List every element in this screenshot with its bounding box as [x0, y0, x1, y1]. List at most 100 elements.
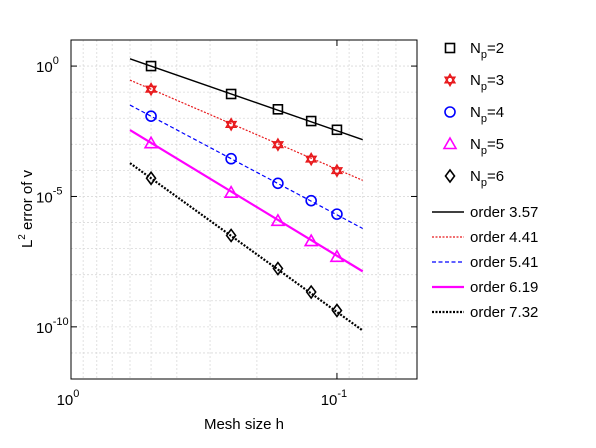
data-point-np4 — [305, 194, 317, 207]
legend-marker-np3-tri-down — [443, 76, 457, 88]
legend-label-main: N — [470, 136, 481, 153]
data-point-np6 — [305, 284, 317, 300]
data-point-np4 — [331, 208, 343, 220]
fit-line-5 — [129, 162, 364, 332]
data-point-np6 — [331, 303, 343, 318]
data-point-np6 — [145, 170, 157, 186]
legend-label-np4: Np=4 — [470, 104, 504, 125]
y-tick-label-base: 10 — [36, 59, 53, 76]
fit-line-1 — [129, 58, 363, 141]
legend-label-np3: Np=3 — [470, 72, 504, 93]
legend-label-main: N — [470, 40, 481, 57]
data-point-np3 — [224, 117, 238, 132]
legend-label-suffix: =6 — [487, 168, 504, 185]
data-point-np4 — [145, 110, 157, 122]
y-tick-label-exp: -5 — [53, 185, 63, 197]
data-point-np4 — [225, 152, 237, 165]
fit-lines — [129, 58, 364, 332]
y-tick-label: 10-5 — [36, 185, 62, 206]
data-point-np2 — [272, 104, 284, 115]
fit-line-2 — [129, 79, 363, 181]
legend-label-main: N — [470, 72, 481, 89]
data-point-np5 — [303, 233, 319, 247]
legend-label-sub: p — [481, 177, 487, 189]
fit-line-4 — [129, 129, 364, 273]
data-point-np5 — [143, 135, 159, 149]
data-point-np5 — [223, 185, 239, 198]
x-tick-label: 10-1 — [321, 388, 347, 409]
legend-label-main: N — [470, 104, 481, 121]
legend-fit-label-4: order 6.19 — [470, 279, 538, 296]
legend-label-suffix: =3 — [487, 72, 504, 89]
legend-label-sub: p — [481, 49, 487, 61]
x-axis-label: Mesh size h — [204, 416, 284, 433]
grid — [71, 40, 417, 379]
legend-label-suffix: =4 — [487, 104, 504, 121]
data-point-np3-tri-down — [144, 85, 158, 97]
y-axis-label-base: L — [19, 240, 36, 248]
data-point-np2 — [225, 88, 237, 100]
y-tick-label: 100 — [36, 55, 59, 76]
data-point-np4 — [272, 177, 284, 190]
data-point-np2 — [305, 115, 317, 127]
x-tick-label-base: 10 — [321, 392, 338, 409]
y-tick-label-base: 10 — [36, 320, 53, 337]
y-tick-label: 10-10 — [36, 316, 69, 337]
data-point-np3 — [330, 163, 344, 178]
data-point-np3 — [144, 82, 158, 97]
legend-fit-label-1: order 3.57 — [470, 204, 538, 221]
data-point-np3 — [271, 137, 285, 152]
data-point-np5 — [270, 213, 286, 227]
x-tick-label: 100 — [57, 388, 80, 409]
data-point-np3-tri-up — [144, 82, 158, 93]
legend-label-suffix: =2 — [487, 40, 504, 57]
legend-marker-np5 — [442, 136, 458, 150]
legend-label-sub: p — [481, 113, 487, 125]
legend-label-np2: Np=2 — [470, 40, 504, 61]
data-point-np6 — [225, 228, 237, 243]
data-point-np3-tri-down — [271, 141, 285, 152]
data-markers — [143, 60, 345, 318]
legend-label-main: N — [470, 168, 481, 185]
data-point-np3 — [305, 152, 318, 167]
data-point-np5 — [329, 249, 345, 263]
y-axis-label-rest: error of v — [19, 169, 36, 234]
data-point-np3-tri-up — [330, 163, 344, 175]
x-tick-label-exp: -1 — [337, 388, 347, 400]
legend-marker-np4 — [444, 106, 456, 118]
data-point-np6 — [272, 261, 284, 276]
legend-label-sub: p — [481, 81, 487, 93]
legend-fit-label-5: order 7.32 — [470, 304, 538, 321]
y-axis-label-sup: 2 — [17, 234, 28, 240]
data-point-np3-tri-down — [305, 155, 318, 167]
legend-label-suffix: =5 — [487, 136, 504, 153]
data-point-np3-tri-up — [305, 152, 318, 163]
y-tick-label-exp: 0 — [53, 55, 59, 67]
legend-fit-label-2: order 4.41 — [470, 229, 538, 246]
plot-frame — [70, 39, 418, 380]
data-point-np3-tri-up — [224, 117, 238, 128]
fit-line-3 — [129, 104, 363, 230]
legend-marker-np3-tri-up — [443, 72, 457, 84]
data-point-np2 — [331, 124, 343, 136]
legend-label-sub: p — [481, 145, 487, 157]
legend-marker-np6 — [444, 168, 456, 184]
x-tick-label-base: 10 — [57, 392, 74, 409]
legend-marker-np2 — [444, 42, 456, 54]
data-point-np3-tri-down — [330, 167, 344, 178]
data-point-np2 — [145, 60, 157, 72]
legend-fit-label-3: order 5.41 — [470, 254, 538, 271]
y-tick-label-exp: -10 — [53, 316, 69, 328]
y-axis-label: L2 error of v — [17, 169, 36, 248]
data-point-np3-tri-up — [271, 137, 285, 149]
legend-label-np6: Np=6 — [470, 168, 504, 189]
x-tick-label-exp: 0 — [73, 388, 79, 400]
y-tick-label-base: 10 — [36, 189, 53, 206]
legend-marker-np3 — [443, 72, 457, 88]
data-point-np3-tri-down — [224, 120, 238, 132]
legend-label-np5: Np=5 — [470, 136, 504, 157]
